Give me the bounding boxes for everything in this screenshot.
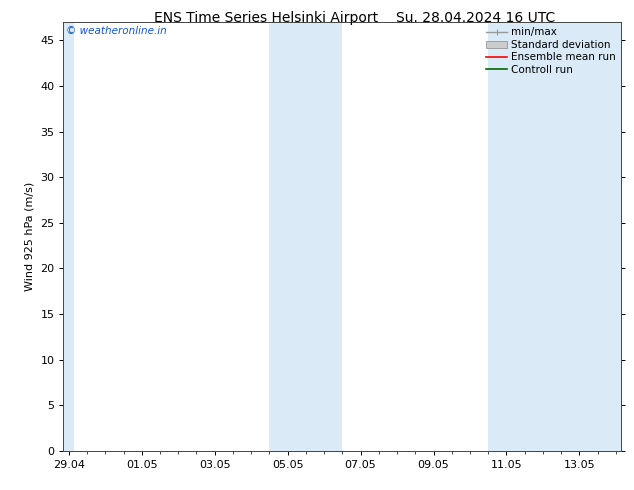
- Text: ENS Time Series Helsinki Airport: ENS Time Series Helsinki Airport: [154, 11, 378, 25]
- Bar: [269, 22, 342, 451]
- Bar: [63, 22, 74, 451]
- Text: © weatheronline.in: © weatheronline.in: [66, 26, 167, 36]
- Legend: min/max, Standard deviation, Ensemble mean run, Controll run: min/max, Standard deviation, Ensemble me…: [484, 25, 618, 77]
- Text: Su. 28.04.2024 16 UTC: Su. 28.04.2024 16 UTC: [396, 11, 555, 25]
- Bar: [488, 22, 621, 451]
- Y-axis label: Wind 925 hPa (m/s): Wind 925 hPa (m/s): [25, 182, 35, 291]
